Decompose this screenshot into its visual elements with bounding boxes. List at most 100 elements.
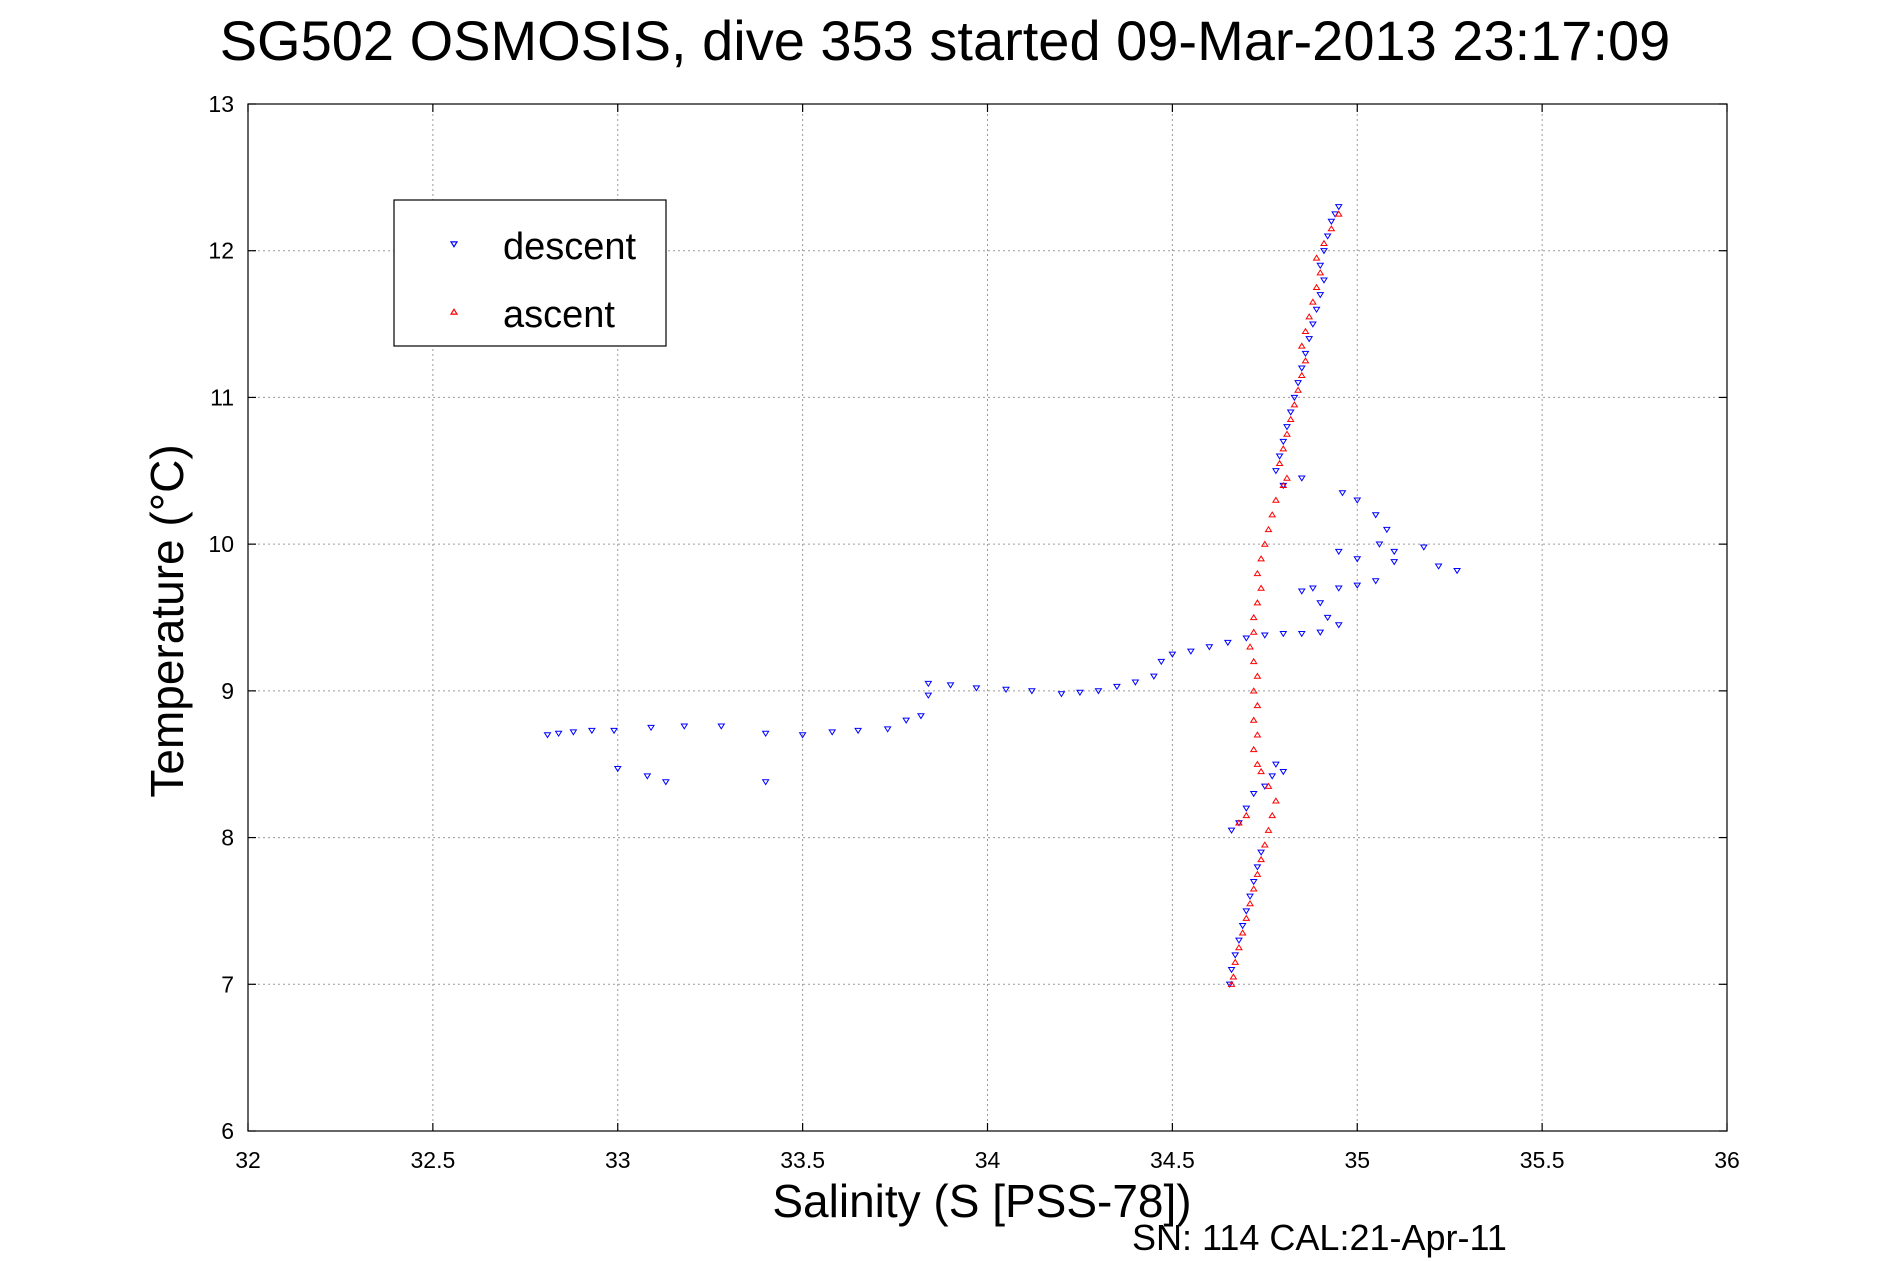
ascent-point bbox=[1249, 885, 1258, 892]
descent-point bbox=[1225, 981, 1234, 988]
ascent-point bbox=[1246, 643, 1254, 650]
ascent-point bbox=[1294, 386, 1302, 393]
descent-point bbox=[1268, 773, 1277, 780]
ascent-point bbox=[1253, 731, 1262, 738]
descent-point bbox=[1227, 967, 1236, 974]
ascent-point bbox=[1227, 980, 1236, 987]
ascent-point bbox=[1297, 371, 1306, 379]
ascent-point bbox=[1257, 555, 1266, 562]
descent-point bbox=[1246, 893, 1254, 900]
ascent-point bbox=[1257, 767, 1266, 775]
descent-point bbox=[613, 766, 622, 773]
ascent-point bbox=[1297, 342, 1306, 349]
ascent-point bbox=[1260, 841, 1269, 848]
descent-point bbox=[1186, 648, 1195, 655]
descent-point bbox=[1312, 306, 1321, 314]
data-points bbox=[543, 204, 1461, 988]
descent-point bbox=[1249, 878, 1258, 886]
descent-point bbox=[610, 727, 618, 735]
descent-point bbox=[1297, 631, 1306, 638]
chart-title: SG502 OSMOSIS, dive 353 started 09-Mar-2… bbox=[220, 9, 1671, 72]
ascent-point bbox=[1249, 613, 1258, 621]
y-axis-label: Temperature (°C) bbox=[141, 444, 193, 797]
legend-marker-ascent bbox=[449, 308, 459, 315]
descent-point bbox=[1149, 673, 1158, 680]
ascent-point bbox=[1283, 430, 1291, 437]
descent-point bbox=[717, 723, 726, 730]
descent-point bbox=[1275, 453, 1284, 460]
descent-point bbox=[1242, 805, 1251, 812]
ascent-point bbox=[1253, 569, 1262, 577]
ascent-point bbox=[1238, 929, 1247, 936]
ascent-point bbox=[1272, 496, 1280, 503]
ascent-point bbox=[1242, 811, 1251, 819]
ascent-point bbox=[1253, 760, 1262, 767]
x-tick-label: 35 bbox=[1344, 1147, 1370, 1173]
ascent-point bbox=[1249, 716, 1258, 723]
descent-point bbox=[1157, 658, 1166, 666]
x-tick-label: 34 bbox=[975, 1147, 1001, 1173]
descent-point bbox=[1231, 952, 1240, 959]
descent-point bbox=[1390, 548, 1399, 556]
y-tick-label: 12 bbox=[208, 238, 234, 264]
x-tick-label: 32.5 bbox=[410, 1147, 455, 1173]
descent-point bbox=[1290, 394, 1299, 402]
ascent-point bbox=[1249, 687, 1258, 694]
axis-ticks: 32 32.5 33 33.5 34 34.5 35 35.5 36 6 7 8 9 10 11 12 13 bbox=[208, 91, 1739, 1173]
descent-point bbox=[761, 730, 770, 738]
legend: descent ascent bbox=[393, 199, 667, 347]
descent-point bbox=[1253, 864, 1262, 871]
descent-point bbox=[1297, 475, 1306, 482]
ascent-point bbox=[1312, 254, 1321, 261]
descent-point bbox=[1297, 588, 1306, 595]
descent-point bbox=[1227, 827, 1236, 834]
x-tick-label: 33.5 bbox=[780, 1147, 825, 1173]
x-tick-label: 33 bbox=[605, 1147, 631, 1173]
descent-point bbox=[1453, 567, 1461, 575]
descent-point bbox=[972, 685, 981, 692]
descent-point bbox=[946, 682, 955, 689]
descent-point bbox=[1353, 582, 1362, 589]
ascent-point bbox=[1249, 745, 1258, 753]
descent-point bbox=[1279, 631, 1288, 638]
descent-point bbox=[1375, 541, 1384, 548]
descent-point bbox=[902, 717, 911, 724]
descent-point bbox=[1301, 350, 1310, 358]
descent-point bbox=[1320, 248, 1328, 255]
descent-point bbox=[1283, 424, 1291, 431]
ascent-point bbox=[1268, 511, 1277, 518]
ascent-point bbox=[1279, 481, 1288, 489]
descent-point bbox=[1223, 639, 1232, 647]
descent-point bbox=[1305, 336, 1314, 343]
descent-point bbox=[1390, 559, 1399, 566]
x-tick-label: 36 bbox=[1714, 1147, 1740, 1173]
descent-point bbox=[1353, 556, 1362, 563]
y-tick-label: 6 bbox=[221, 1118, 234, 1144]
descent-point bbox=[1057, 691, 1066, 698]
ascent-point bbox=[1257, 855, 1266, 863]
descent-point bbox=[647, 724, 655, 732]
y-tick-label: 10 bbox=[208, 531, 234, 557]
ascent-point bbox=[1275, 459, 1284, 467]
descent-point bbox=[917, 713, 925, 720]
ascent-point bbox=[1235, 819, 1243, 826]
ascent-point bbox=[1316, 269, 1325, 276]
y-tick-label: 13 bbox=[208, 91, 234, 117]
descent-point bbox=[1257, 849, 1266, 856]
legend-label-ascent: ascent bbox=[503, 294, 615, 336]
descent-point bbox=[1434, 563, 1443, 570]
descent-point bbox=[1327, 218, 1336, 226]
ascent-point bbox=[1253, 599, 1262, 606]
ascent-point bbox=[1253, 701, 1262, 709]
descent-point bbox=[1353, 497, 1362, 504]
ascent-point bbox=[1264, 826, 1273, 833]
descent-point bbox=[798, 732, 807, 739]
descent-point bbox=[883, 726, 892, 733]
ascent-point bbox=[1253, 870, 1262, 877]
descent-point bbox=[1308, 321, 1317, 328]
legend-box bbox=[393, 199, 667, 347]
descent-point bbox=[543, 732, 552, 739]
ascent-point bbox=[1260, 540, 1269, 547]
descent-point bbox=[569, 729, 578, 736]
